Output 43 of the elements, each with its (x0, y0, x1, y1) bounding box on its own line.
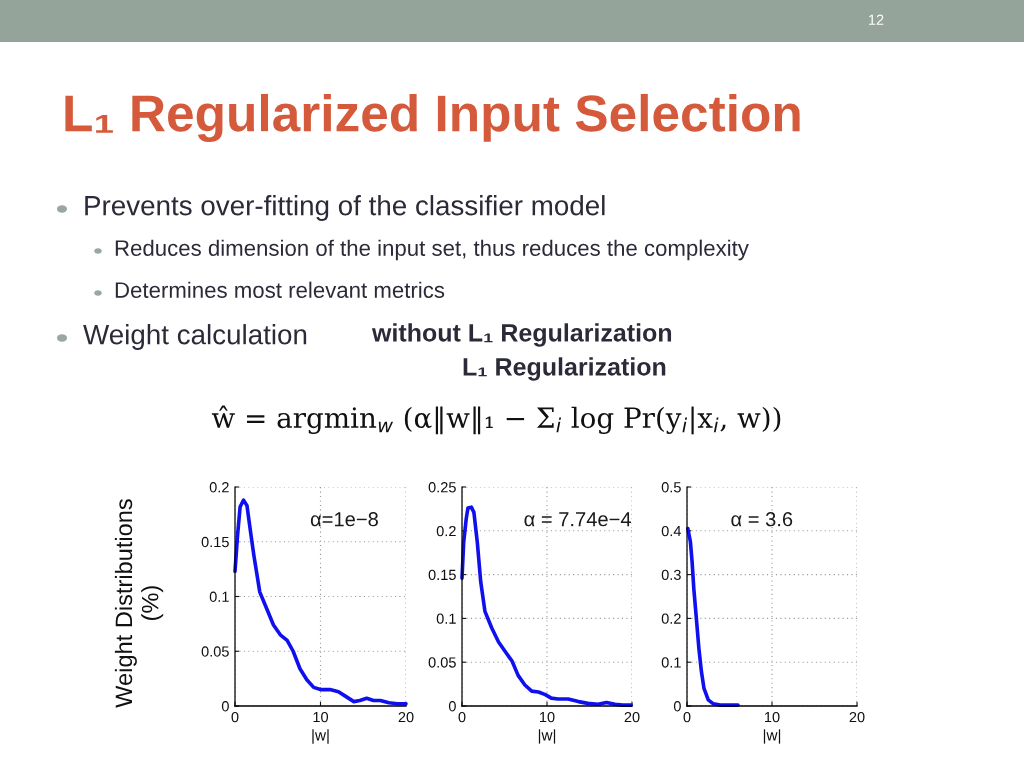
y-tick-label: 0.1 (209, 591, 229, 602)
y-tick-label: 0.2 (661, 613, 681, 624)
y-tick-label: 0 (448, 701, 456, 712)
y-tick-label: 0.3 (661, 569, 681, 581)
y-tick-label: 0.5 (661, 482, 681, 493)
x-axis-title: |w| (538, 729, 556, 744)
y-tick-label: 0.2 (436, 525, 456, 537)
x-tick-label: 0 (683, 711, 691, 723)
line-series (686, 526, 740, 707)
chart-title: L₁ Regularized Input Selection (65, 93, 800, 143)
x-axis-title: |w| (763, 729, 781, 744)
y-tick-label: 0.4 (661, 525, 682, 537)
y-tick-label: 0 (673, 701, 681, 712)
text: without L₁ Regularization (371, 323, 672, 347)
y-tick-label: 0.05 (428, 657, 456, 668)
x-tick-label: 0 (458, 711, 466, 723)
text: L₁ Regularization (463, 357, 666, 381)
annotation: α=1e−8 (310, 512, 378, 527)
y-tick-label: 0.1 (661, 657, 681, 668)
y-tick-label: 0.2 (209, 482, 229, 493)
text: 12 (869, 14, 884, 25)
annotation: α = 3.6 (731, 512, 793, 527)
text: Prevents over-fitting of the classifier model (85, 195, 605, 221)
x-tick-label: 0 (231, 711, 239, 723)
y-tick-label: 0.25 (428, 482, 456, 493)
y-tick-label: 0.15 (201, 536, 229, 548)
y-axis-title: Weight Distributions (%) (114, 499, 164, 708)
x-tick-label: 10 (765, 711, 780, 723)
text: Reduces dimension of the input set, thus reduces the complexity (115, 239, 749, 261)
y-tick-label: 0.05 (201, 646, 229, 657)
x-tick-label: 20 (398, 711, 414, 723)
x-tick-label: 20 (849, 711, 865, 723)
x-axis-title: |w| (312, 729, 329, 744)
x-tick-label: 20 (624, 711, 640, 723)
x-tick-label: 10 (540, 711, 555, 723)
text: ŵ = argmin$_{w}$ (α‖w‖₁ − Σ$_{i}$ log Pr(y$_{i}$|x$_{i}$, w)) (211, 405, 781, 435)
y-tick-label: 0.1 (436, 613, 456, 624)
text: Weight calculation (83, 324, 307, 350)
x-tick-label: 10 (313, 711, 329, 723)
y-tick-label: 0.15 (428, 569, 456, 581)
text: Determines most relevant metrics (115, 281, 445, 298)
y-tick-label: 0 (221, 701, 229, 712)
annotation: α = 7.74e−4 (524, 512, 631, 527)
